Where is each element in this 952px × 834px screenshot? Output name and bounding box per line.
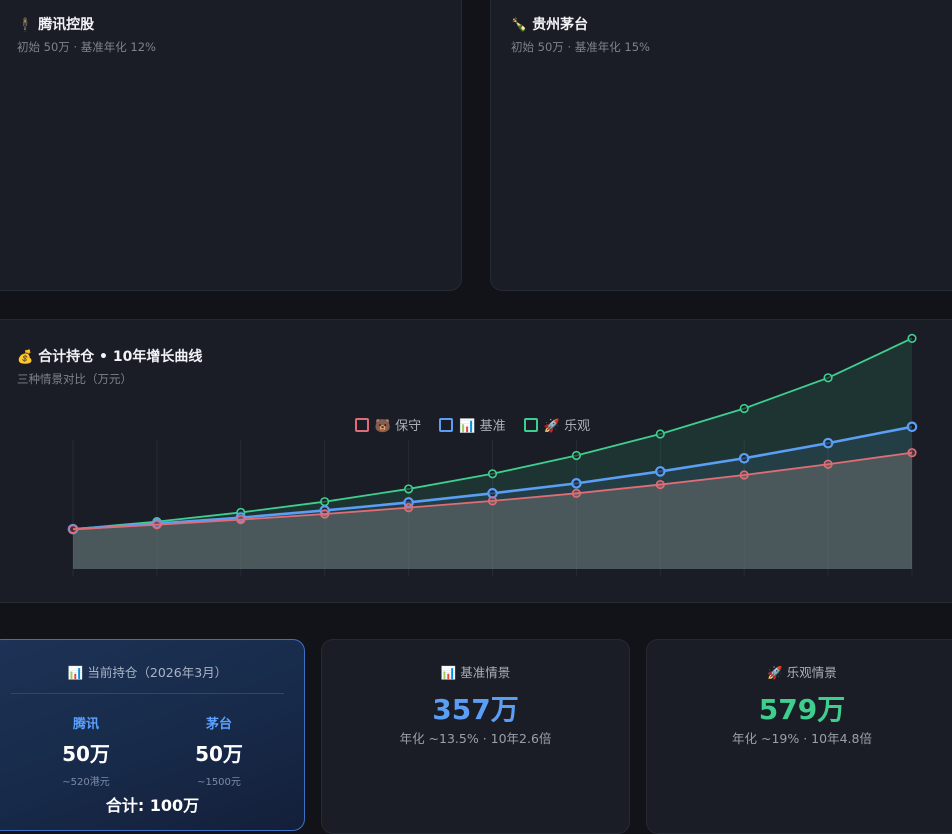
point-base xyxy=(822,437,834,449)
point-conservative xyxy=(320,509,330,519)
point-optimistic xyxy=(571,450,582,461)
holding-col-tencent: 腾讯 50万 ~520港元 xyxy=(11,713,161,788)
holding-total: 合计: 100万 xyxy=(105,796,200,815)
moutai-card: 🍾 贵州茅台 初始 50万 · 基准年化 15% xyxy=(490,0,952,291)
point-base xyxy=(487,488,498,499)
holding-tencent-name: 腾讯 xyxy=(72,717,99,732)
optimistic-card-value: 579万 xyxy=(758,693,846,726)
moutai-card-subtitle: 初始 50万 · 基准年化 15% xyxy=(511,40,650,54)
base-card-title: 📊 基准情景 xyxy=(440,665,511,680)
point-optimistic xyxy=(739,403,749,414)
point-optimistic xyxy=(320,497,330,507)
holding-card-title: 📊 当前持仓（2026年3月） xyxy=(67,665,228,680)
holding-moutai-name: 茅台 xyxy=(205,717,232,732)
point-conservative xyxy=(823,459,833,469)
point-base xyxy=(738,452,750,464)
tencent-card-subtitle: 初始 50万 · 基准年化 12% xyxy=(17,40,156,54)
moutai-title-text: 贵州茅台 xyxy=(532,17,589,33)
combined-card-subtitle: 三种情景对比（万元） xyxy=(17,372,132,386)
holding-moutai-note: ~1500元 xyxy=(197,777,241,788)
combined-chart-card: 💰 合计持仓 • 10年增长曲线 三种情景对比（万元） 🐻 保守 📊 基准 🚀 乐… xyxy=(0,319,952,603)
moutai-card-title: 🍾 贵州茅台 xyxy=(511,14,588,34)
point-conservative xyxy=(68,524,78,534)
area-conservative xyxy=(73,452,912,569)
point-conservative xyxy=(152,520,162,530)
person-icon: 🕴 xyxy=(17,18,34,33)
point-conservative xyxy=(571,488,582,498)
growth-chart xyxy=(67,333,918,576)
holding-col-moutai: 茅台 50万 ~1500元 xyxy=(144,713,294,788)
combined-title-text: 合计持仓 • 10年增长曲线 xyxy=(38,349,203,365)
legend-label-base: 📊 基准 xyxy=(459,419,506,434)
point-base xyxy=(571,478,582,489)
chart-legend: 🐻 保守 📊 基准 🚀 乐观 xyxy=(0,415,952,434)
legend-label-optimistic: 🚀 乐观 xyxy=(543,419,591,434)
base-scenario-card: 📊 基准情景 357万 年化 ~13.5% · 10年2.6倍 xyxy=(321,639,630,834)
tencent-title-text: 腾讯控股 xyxy=(38,17,95,33)
holding-tencent-note: ~520港元 xyxy=(62,777,110,788)
point-optimistic xyxy=(823,373,833,383)
point-conservative xyxy=(655,479,665,490)
legend-swatch-conservative xyxy=(354,418,369,432)
bottle-icon: 🍾 xyxy=(511,18,528,33)
legend-item-optimistic[interactable]: 🚀 乐观 xyxy=(523,415,591,434)
point-conservative xyxy=(739,470,749,480)
money-bag-icon: 💰 xyxy=(17,350,34,365)
legend-item-base[interactable]: 📊 基准 xyxy=(439,415,506,434)
optimistic-card-title: 🚀 乐观情景 xyxy=(767,665,837,680)
base-card-value: 357万 xyxy=(432,693,519,726)
legend-label-conservative: 🐻 保守 xyxy=(374,419,422,434)
line-conservative xyxy=(72,451,913,531)
optimistic-scenario-card: 🚀 乐观情景 579万 年化 ~19% · 10年4.8倍 xyxy=(646,639,952,834)
holding-divider xyxy=(11,693,284,694)
point-optimistic xyxy=(655,429,665,439)
combined-card-title: 💰 合计持仓 • 10年增长曲线 xyxy=(17,346,202,366)
legend-swatch-optimistic xyxy=(523,418,538,432)
point-conservative xyxy=(404,503,414,513)
point-conservative xyxy=(236,515,246,525)
point-conservative xyxy=(907,448,917,458)
legend-item-conservative[interactable]: 🐻 保守 xyxy=(354,415,422,434)
tencent-card: 🕴 腾讯控股 初始 50万 · 基准年化 12% xyxy=(0,0,462,291)
holding-moutai-value: 50万 xyxy=(195,742,243,766)
holding-tencent-value: 50万 xyxy=(62,742,110,766)
legend-swatch-base xyxy=(439,418,454,432)
point-optimistic xyxy=(487,469,498,479)
point-conservative xyxy=(487,496,498,506)
point-optimistic xyxy=(404,484,414,494)
current-holding-card: 📊 当前持仓（2026年3月） 腾讯 50万 ~520港元 茅台 50万 ~15… xyxy=(0,639,305,831)
point-base xyxy=(654,466,666,477)
point-base xyxy=(906,421,918,433)
optimistic-card-desc: 年化 ~19% · 10年4.8倍 xyxy=(732,731,872,746)
point-optimistic xyxy=(907,333,917,343)
base-card-desc: 年化 ~13.5% · 10年2.6倍 xyxy=(399,731,552,746)
tencent-card-title: 🕴 腾讯控股 xyxy=(17,14,94,34)
